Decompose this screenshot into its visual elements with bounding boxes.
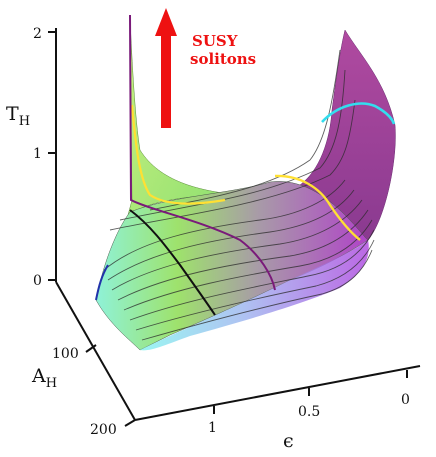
- curve-black: [129, 209, 216, 316]
- y-axis-title: AH: [31, 365, 57, 391]
- curve-yellow-right: [274, 174, 361, 241]
- y-tick-200: [124, 419, 136, 427]
- z-tick-label-1: 1: [33, 146, 42, 162]
- y-tick-label-100: 100: [52, 346, 79, 362]
- x-tick-label-0: 0: [401, 392, 410, 408]
- y-tick-label-200: 200: [90, 422, 117, 438]
- surface-left-wall: [127, 17, 231, 216]
- annotation-line-2: solitons: [190, 50, 256, 68]
- axis-titles: TH AH ϵ: [6, 103, 294, 452]
- curve-yellow-left: [130, 104, 226, 205]
- x-axis-line: [134, 365, 421, 421]
- curve-cyan: [321, 102, 396, 125]
- arrow-shaft: [161, 35, 171, 128]
- x-axis-title: ϵ: [283, 430, 294, 452]
- susy-arrow: [155, 8, 177, 128]
- surface-front-band: [140, 240, 369, 351]
- annotation-label: SUSY solitons: [190, 32, 256, 68]
- surface: [95, 14, 396, 351]
- z-tick-label-0: 0: [33, 273, 42, 289]
- tick-labels: 2 1 0 100 200 1 0.5 0: [33, 26, 410, 438]
- axes-frame: [55, 28, 421, 421]
- y-axis-line: [55, 281, 136, 421]
- curve-purple: [129, 14, 276, 291]
- curve-blue-edge: [95, 264, 109, 301]
- z-axis-title: TH: [6, 103, 30, 129]
- x-tick-label-1: 1: [208, 420, 217, 436]
- y-tick-100: [85, 344, 97, 353]
- tick-marks: [48, 31, 408, 427]
- x-tick-label-0-5: 0.5: [298, 404, 320, 420]
- annotation-line-1: SUSY: [192, 32, 238, 50]
- z-tick-label-2: 2: [33, 26, 42, 42]
- surface-contours: [103, 49, 375, 341]
- arrow-head: [155, 8, 177, 36]
